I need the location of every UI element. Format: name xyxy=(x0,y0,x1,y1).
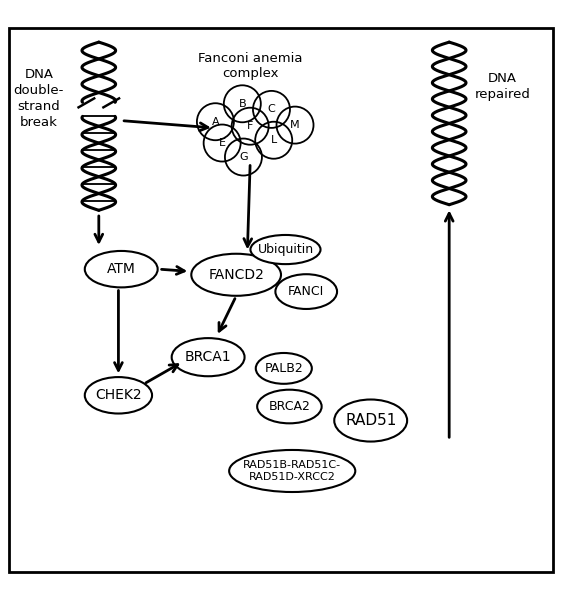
Text: E: E xyxy=(219,138,225,148)
Text: M: M xyxy=(290,120,300,130)
Text: CHEK2: CHEK2 xyxy=(95,388,142,403)
Ellipse shape xyxy=(251,235,320,264)
Ellipse shape xyxy=(191,254,281,296)
Text: G: G xyxy=(239,152,248,162)
Text: RAD51: RAD51 xyxy=(345,413,396,428)
Ellipse shape xyxy=(85,251,158,287)
Text: Ubiquitin: Ubiquitin xyxy=(257,243,314,256)
Ellipse shape xyxy=(171,338,244,376)
Text: Fanconi anemia
complex: Fanconi anemia complex xyxy=(198,52,302,80)
Ellipse shape xyxy=(85,377,152,413)
Ellipse shape xyxy=(229,450,355,492)
Text: L: L xyxy=(270,135,277,145)
Text: A: A xyxy=(212,117,219,127)
Ellipse shape xyxy=(334,400,407,442)
Ellipse shape xyxy=(257,389,321,424)
Text: DNA
double-
strand
break: DNA double- strand break xyxy=(13,68,64,128)
Ellipse shape xyxy=(256,353,312,384)
Text: FANCD2: FANCD2 xyxy=(208,268,264,282)
Text: ATM: ATM xyxy=(107,262,135,276)
Text: BRCA2: BRCA2 xyxy=(269,400,310,413)
Ellipse shape xyxy=(275,274,337,309)
Text: RAD51B-RAD51C-
RAD51D-XRCC2: RAD51B-RAD51C- RAD51D-XRCC2 xyxy=(243,460,341,482)
Text: FANCI: FANCI xyxy=(288,285,324,298)
Text: DNA
repaired: DNA repaired xyxy=(474,73,531,101)
Text: C: C xyxy=(268,104,275,115)
Text: B: B xyxy=(238,99,246,109)
Text: BRCA1: BRCA1 xyxy=(185,350,232,364)
Text: PALB2: PALB2 xyxy=(265,362,303,375)
Text: F: F xyxy=(247,121,253,131)
